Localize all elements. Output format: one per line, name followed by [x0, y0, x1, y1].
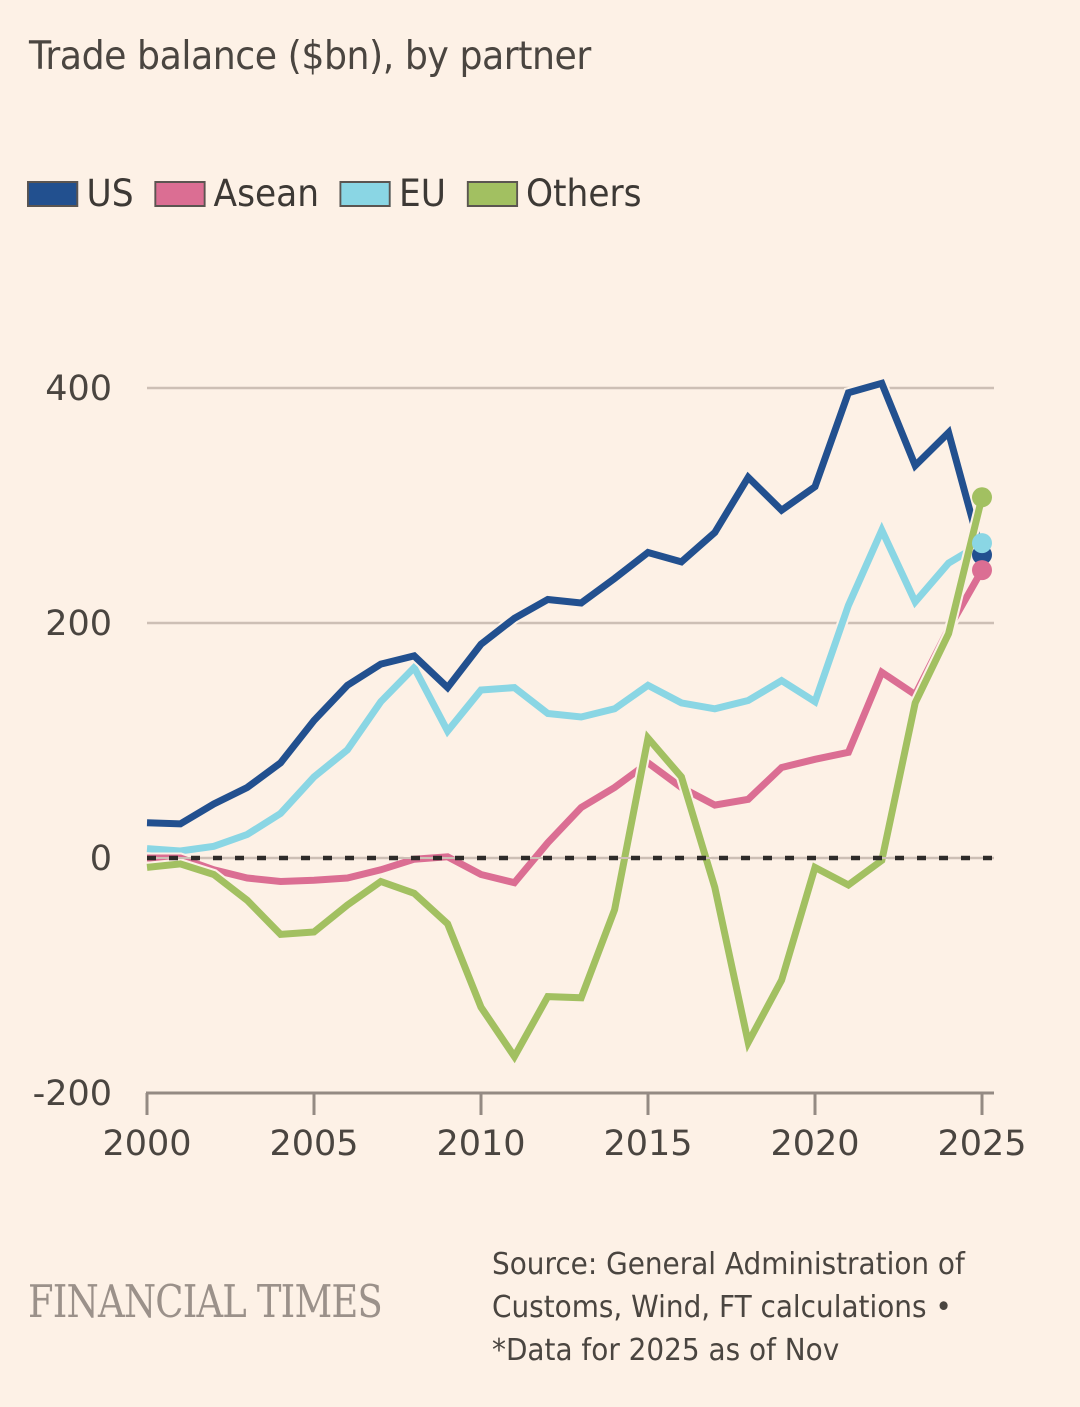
- x-axis: 2000 2005 2010 2015 2020 2025: [102, 1091, 1027, 1164]
- series-lines: [146, 376, 988, 1068]
- legend-label-eu: EU: [399, 172, 446, 215]
- legend-label-others: Others: [525, 172, 642, 215]
- y-tick-label: -200: [33, 1074, 112, 1114]
- legend: US Asean EU Others: [27, 172, 662, 215]
- legend-swatch-us: [27, 180, 79, 207]
- legend-label-us: US: [86, 172, 134, 215]
- legend-swatch-others: [466, 180, 518, 207]
- source-line-2: Customs, Wind, FT calculations •: [492, 1290, 952, 1325]
- series-line-eu: [146, 521, 984, 855]
- y-axis-labels: -200 0 200 400: [33, 369, 112, 1114]
- source-note: Source: General Administration of Custom…: [492, 1243, 965, 1372]
- legend-item-eu: EU: [339, 172, 446, 215]
- legend-swatch-eu: [339, 180, 391, 207]
- ft-logo: FINANCIAL TIMES: [28, 1275, 383, 1328]
- end-marker-others: [972, 487, 992, 508]
- x-tick-label: 2020: [770, 1124, 859, 1164]
- x-tick-label: 2000: [102, 1124, 191, 1164]
- series-line-others: [146, 496, 986, 1064]
- gridlines: [147, 386, 994, 860]
- end-marker-eu: [972, 533, 992, 554]
- series-line-asean: [147, 568, 986, 887]
- x-tick-label: 2015: [603, 1124, 692, 1164]
- x-tick-label: 2025: [937, 1124, 1026, 1164]
- legend-swatch-asean: [154, 180, 206, 207]
- source-line-1: Source: General Administration of: [492, 1247, 965, 1282]
- y-tick-label: 200: [45, 604, 112, 644]
- legend-item-asean: Asean: [154, 172, 319, 215]
- end-markers: [972, 487, 992, 581]
- source-line-3: *Data for 2025 as of Nov: [492, 1333, 840, 1368]
- x-tick-label: 2005: [269, 1124, 358, 1164]
- chart-title: Trade balance ($bn), by partner: [29, 34, 591, 79]
- legend-item-us: US: [27, 172, 134, 215]
- y-tick-label: 400: [45, 369, 112, 409]
- x-tick-label: 2010: [436, 1124, 525, 1164]
- y-tick-label: 0: [90, 839, 112, 879]
- legend-label-asean: Asean: [213, 172, 320, 215]
- series-line-us: [146, 379, 986, 828]
- legend-item-others: Others: [466, 172, 642, 215]
- end-marker-asean: [972, 560, 992, 581]
